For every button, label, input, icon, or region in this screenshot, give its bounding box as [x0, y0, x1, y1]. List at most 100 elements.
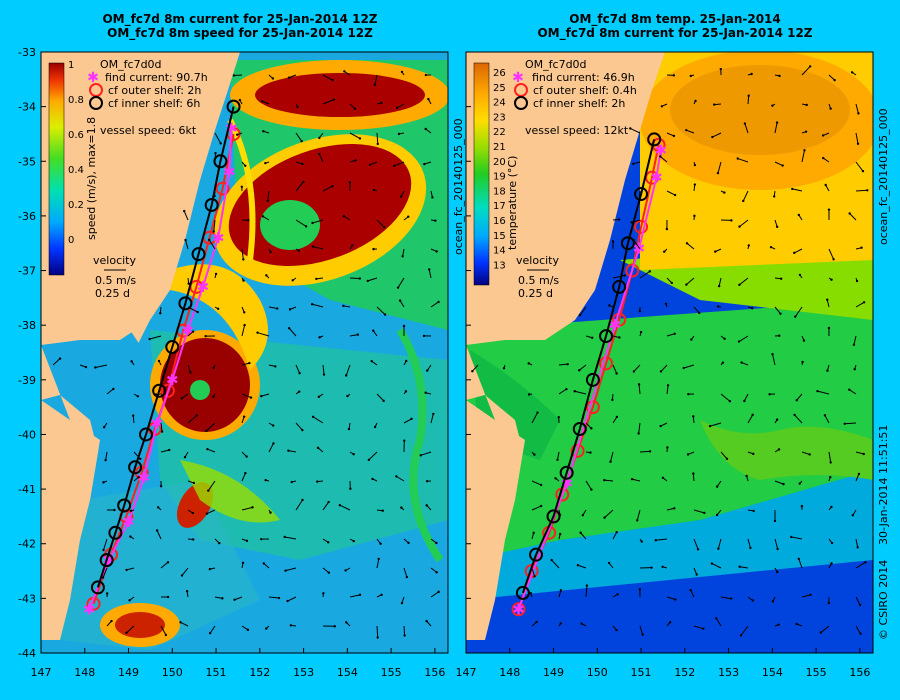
velocity-arrow-head — [692, 415, 695, 418]
velocity-arrow — [774, 161, 783, 166]
velocity-arrow-head — [400, 70, 404, 74]
velocity-arrow-head — [247, 219, 250, 222]
vessel-tracks: ✱✱✱✱✱✱✱✱✱✱✱✱✱✱✱✱✱ — [83, 99, 667, 618]
velocity-arrow-head — [805, 103, 808, 107]
velocity-arrow-head — [58, 357, 62, 360]
track-circle-marker — [160, 383, 175, 398]
velocity-arrow-head — [682, 366, 685, 370]
velocity-arrow-head — [855, 279, 859, 283]
track-star-marker: ✱ — [138, 469, 151, 487]
velocity-arrow-head — [425, 619, 428, 623]
velocity-arrow — [318, 153, 324, 163]
left-colorbar — [48, 62, 65, 276]
velocity-arrow — [712, 132, 722, 138]
velocity-arrow-head — [331, 185, 334, 188]
velocity-arrow-head — [848, 212, 851, 215]
left-colorbar-tick: 0 — [68, 235, 74, 246]
velocity-arrow — [156, 530, 162, 540]
left-legend: OM_fc7d0d ✱ find current: 90.7h cf outer… — [87, 58, 208, 300]
right-colorbar-tick: 23 — [493, 112, 506, 123]
velocity-arrow — [855, 103, 859, 114]
velocity-arrow-head — [353, 107, 357, 111]
velocity-arrow-head — [102, 481, 105, 484]
velocity-arrow-head — [249, 396, 253, 399]
velocity-arrow-head — [205, 512, 208, 515]
velocity-arrow-head — [213, 194, 216, 198]
velocity-arrow-head — [372, 329, 375, 332]
velocity-arrow-head — [84, 365, 88, 369]
velocity-arrow — [744, 123, 749, 134]
velocity-arrow — [531, 480, 542, 486]
velocity-arrow — [322, 567, 330, 574]
velocity-arrow-head — [395, 475, 398, 478]
velocity-arrow-head — [233, 598, 236, 601]
velocity-arrow-head — [271, 424, 275, 427]
velocity-arrow-head — [632, 370, 636, 373]
velocity-arrow-head — [346, 394, 349, 398]
velocity-arrow-head — [191, 330, 195, 333]
velocity-arrow-head — [367, 458, 371, 462]
velocity-arrow — [612, 364, 618, 374]
velocity-arrow — [261, 100, 270, 105]
velocity-arrow-head — [316, 480, 319, 483]
velocity-arrow-head — [715, 617, 718, 620]
velocity-arrow-head — [611, 398, 614, 402]
velocity-arrow-head — [558, 513, 562, 517]
left-title-line2: OM_fc7d 8m speed for 25-Jan-2014 12Z — [107, 26, 373, 40]
velocity-arrow-head — [352, 453, 355, 456]
velocity-arrow — [214, 596, 223, 599]
velocity-arrow-head — [579, 531, 582, 534]
velocity-arrow-head — [297, 390, 301, 393]
velocity-arrow-head — [368, 163, 372, 167]
velocity-arrow — [639, 270, 651, 279]
velocity-arrow-head — [191, 538, 195, 541]
velocity-arrow-head — [113, 508, 116, 512]
velocity-arrow-head — [692, 472, 695, 475]
velocity-arrow-head — [819, 631, 822, 634]
velocity-arrow-head — [554, 477, 557, 480]
lat-tick-label: -33 — [18, 46, 36, 59]
lat-tick-label: -36 — [18, 210, 36, 223]
velocity-arrow-head — [723, 337, 726, 340]
lon-tick-label: 152 — [249, 666, 270, 679]
velocity-arrow-head — [747, 94, 750, 97]
velocity-arrow-head — [244, 164, 247, 167]
velocity-arrow — [369, 161, 378, 166]
track-star-marker: ✱ — [650, 169, 663, 187]
right-velocity-title: velocity — [516, 254, 559, 267]
velocity-arrow — [747, 95, 750, 105]
velocity-arrow-head — [435, 250, 438, 253]
velocity-arrow-head — [187, 282, 190, 285]
velocity-arrow-head — [775, 418, 779, 421]
velocity-arrow — [686, 277, 695, 286]
velocity-arrow — [579, 306, 587, 316]
velocity-arrow-head — [802, 339, 806, 342]
velocity-arrow — [396, 475, 405, 482]
velocity-arrow-head — [371, 477, 374, 481]
velocity-arrow-head — [271, 77, 275, 80]
velocity-arrow — [720, 596, 732, 600]
track-star-marker: ✱ — [633, 240, 646, 258]
velocity-arrow-head — [302, 180, 305, 184]
track-circle-marker — [90, 580, 105, 595]
velocity-arrow — [267, 190, 270, 201]
velocity-arrow-head — [304, 225, 308, 228]
velocity-arrow-head — [297, 249, 300, 252]
velocity-arrow — [367, 277, 378, 282]
track-circle-marker — [213, 154, 228, 169]
velocity-arrow-head — [694, 99, 697, 103]
velocity-arrow — [639, 625, 644, 635]
velocity-arrow-head — [740, 361, 743, 364]
left-colorbar-tick: 1 — [68, 60, 74, 71]
velocity-arrow-head — [427, 268, 431, 271]
velocity-arrow-head — [781, 164, 784, 167]
track-circle-marker — [634, 187, 649, 202]
velocity-arrow-head — [797, 557, 801, 561]
velocity-arrow-head — [674, 598, 677, 601]
right-title-line2: OM_fc7d 8m current for 25-Jan-2014 12Z — [537, 26, 813, 40]
velocity-arrow — [376, 558, 380, 569]
velocity-arrow-head — [284, 569, 287, 572]
velocity-arrow — [126, 567, 135, 571]
right-legend: OM_fc7d0d ✱ find current: 46.9h cf outer… — [512, 58, 637, 300]
velocity-arrow — [207, 480, 216, 491]
